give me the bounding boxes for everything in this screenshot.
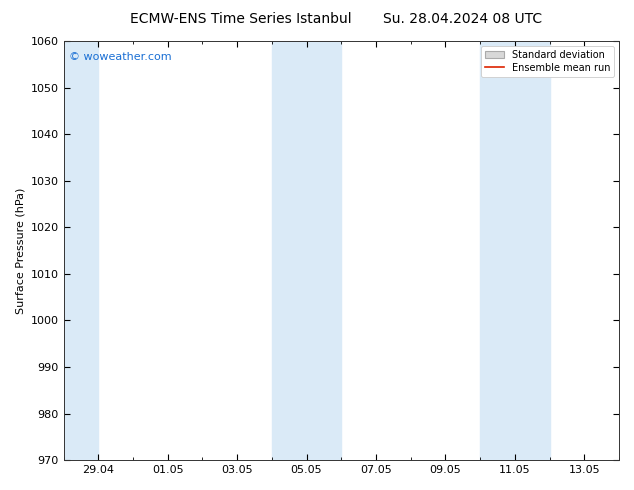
Bar (480, 41, 515, 460)
Y-axis label: Surface Pressure (hPa): Surface Pressure (hPa) (15, 187, 25, 314)
Text: ECMW-ENS Time Series Istanbul: ECMW-ENS Time Series Istanbul (130, 12, 352, 26)
Legend: Standard deviation, Ensemble mean run: Standard deviation, Ensemble mean run (481, 46, 614, 76)
Bar (272, 41, 307, 460)
Text: Su. 28.04.2024 08 UTC: Su. 28.04.2024 08 UTC (384, 12, 542, 26)
Bar (63, 41, 98, 460)
Bar (307, 41, 341, 460)
Bar (515, 41, 550, 460)
Text: © woweather.com: © woweather.com (69, 51, 172, 62)
